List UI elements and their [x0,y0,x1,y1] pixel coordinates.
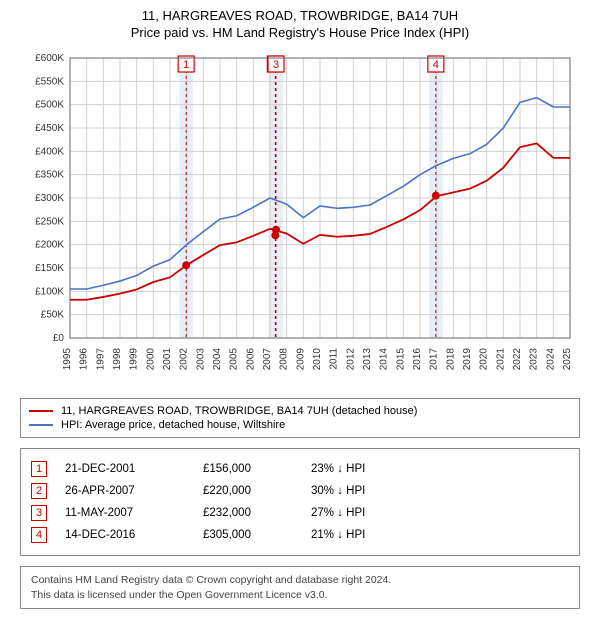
sale-row: 4 14-DEC-2016 £305,000 21% ↓ HPI [31,527,569,543]
sale-pct: 23% ↓ HPI [311,463,411,475]
sale-row: 3 11-MAY-2007 £232,000 27% ↓ HPI [31,505,569,521]
svg-text:2004: 2004 [212,348,223,371]
svg-text:£450K: £450K [35,123,64,134]
sale-date: 11-MAY-2007 [65,507,185,519]
legend-label: HPI: Average price, detached house, Wilt… [61,419,285,431]
footer-line2: This data is licensed under the Open Gov… [31,588,569,603]
svg-text:2013: 2013 [362,348,373,371]
svg-text:£200K: £200K [35,240,64,251]
svg-text:£550K: £550K [35,76,64,87]
sale-price: £305,000 [203,529,293,541]
svg-text:2002: 2002 [179,348,190,371]
sale-date: 14-DEC-2016 [65,529,185,541]
chart-title-block: 11, HARGREAVES ROAD, TROWBRIDGE, BA14 7U… [10,8,590,40]
svg-text:£350K: £350K [35,170,64,181]
svg-text:2012: 2012 [345,348,356,371]
svg-text:2011: 2011 [329,348,340,370]
title-address: 11, HARGREAVES ROAD, TROWBRIDGE, BA14 7U… [10,8,590,23]
svg-text:2021: 2021 [495,348,506,371]
svg-text:2010: 2010 [312,348,323,371]
legend-row: HPI: Average price, detached house, Wilt… [29,419,571,431]
svg-text:£300K: £300K [35,193,64,204]
svg-text:2000: 2000 [145,348,156,371]
legend-box: 11, HARGREAVES ROAD, TROWBRIDGE, BA14 7U… [20,398,580,438]
sale-pct: 27% ↓ HPI [311,507,411,519]
svg-text:1999: 1999 [129,348,140,371]
svg-text:3: 3 [273,59,279,71]
svg-text:1997: 1997 [95,348,106,371]
svg-text:2015: 2015 [395,348,406,371]
sale-price: £232,000 [203,507,293,519]
chart-svg: £0 £50K £100K £150K £200K £250K £300K £350K £400… [20,48,580,388]
chart-area: £0 £50K £100K £150K £200K £250K £300K £350K £400… [20,48,580,388]
svg-text:1996: 1996 [79,348,90,371]
sales-table: 1 21-DEC-2001 £156,000 23% ↓ HPI 2 26-APR-200… [20,448,580,556]
svg-text:2019: 2019 [462,348,473,371]
sale-date: 26-APR-2007 [65,485,185,497]
sale-date: 21-DEC-2001 [65,463,185,475]
svg-text:1998: 1998 [112,348,123,371]
page-container: 11, HARGREAVES ROAD, TROWBRIDGE, BA14 7U… [0,0,600,617]
svg-text:2001: 2001 [162,348,173,371]
legend-swatch [29,410,53,412]
legend-swatch [29,424,53,426]
svg-text:2014: 2014 [379,348,390,371]
svg-text:£500K: £500K [35,100,64,111]
svg-text:2009: 2009 [295,348,306,371]
sale-row: 1 21-DEC-2001 £156,000 23% ↓ HPI [31,461,569,477]
svg-text:2016: 2016 [412,348,423,371]
svg-text:£600K: £600K [35,53,64,64]
svg-text:2018: 2018 [445,348,456,371]
svg-text:2022: 2022 [512,348,523,371]
svg-text:2006: 2006 [245,348,256,371]
footer-box: Contains HM Land Registry data © Crown c… [20,566,580,609]
svg-text:1995: 1995 [62,348,73,371]
svg-text:£400K: £400K [35,146,64,157]
sale-pct: 21% ↓ HPI [311,529,411,541]
svg-text:2020: 2020 [479,348,490,371]
sale-number-badge: 1 [31,461,47,477]
svg-text:4: 4 [433,59,439,71]
sale-number-badge: 2 [31,483,47,499]
legend-row: 11, HARGREAVES ROAD, TROWBRIDGE, BA14 7U… [29,405,571,417]
sale-number-badge: 3 [31,505,47,521]
svg-text:2025: 2025 [562,348,573,371]
svg-text:2017: 2017 [429,348,440,371]
svg-text:2005: 2005 [229,348,240,371]
sale-price: £156,000 [203,463,293,475]
svg-text:£150K: £150K [35,263,64,274]
svg-text:£0: £0 [53,333,65,344]
svg-text:2024: 2024 [545,348,556,371]
sale-number-badge: 4 [31,527,47,543]
svg-text:2023: 2023 [529,348,540,371]
svg-text:£100K: £100K [35,286,64,297]
svg-text:2008: 2008 [279,348,290,371]
sale-row: 2 26-APR-2007 £220,000 30% ↓ HPI [31,483,569,499]
svg-text:£250K: £250K [35,216,64,227]
svg-text:2003: 2003 [195,348,206,371]
legend-label: 11, HARGREAVES ROAD, TROWBRIDGE, BA14 7U… [61,405,417,417]
sale-pct: 30% ↓ HPI [311,485,411,497]
title-subtitle: Price paid vs. HM Land Registry's House … [10,25,590,40]
svg-text:£50K: £50K [41,310,65,321]
sale-price: £220,000 [203,485,293,497]
footer-line1: Contains HM Land Registry data © Crown c… [31,573,569,588]
svg-text:2007: 2007 [262,348,273,371]
svg-text:1: 1 [183,59,189,71]
